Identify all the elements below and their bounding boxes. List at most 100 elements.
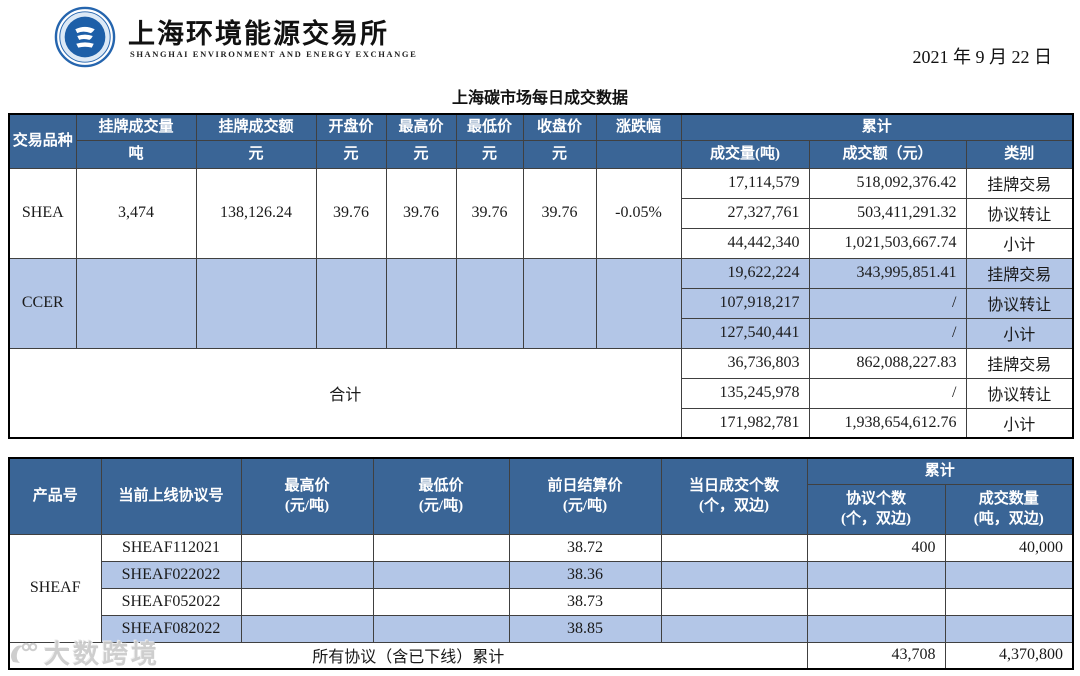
cum-amount-cell: / (808, 317, 967, 349)
empty-cell (385, 257, 457, 349)
t2-header-cumulative: 累计 (806, 457, 1074, 485)
t2-header-prev-label: 前日结算价 (547, 478, 623, 494)
t1-header-high: 最高价 (385, 113, 457, 141)
empty-cell (372, 614, 510, 643)
empty-cell (240, 614, 374, 643)
cum-volume-cell: 171,982,781 (680, 407, 810, 439)
t1-header-unit-yuan: 元 (315, 139, 387, 169)
t2-header-low-unit: (元/吨) (418, 498, 464, 515)
cum-volume-cell: 27,327,761 (680, 197, 810, 229)
empty-cell (660, 587, 808, 616)
cum-count-cell: 400 (806, 533, 946, 562)
org-name-cn: 上海环境能源交易所 (128, 19, 389, 49)
empty-cell (522, 257, 597, 349)
t2-header-cum-count-label: 协议个数 (845, 490, 906, 507)
table-row: SHEAF052022 38.73 (9, 587, 1074, 616)
t2-header-day-count: 当日成交个数 (个，双边) (660, 457, 808, 535)
t1-header-cum-amount: 成交额（元） (808, 139, 967, 169)
report-date: 2021 年 9 月 22 日 (912, 47, 1053, 67)
t2-footer-cum-qty: 4,370,800 (944, 641, 1074, 670)
t2-header-cum-qty-label: 成交数量 (978, 490, 1039, 507)
t1-header-unit-yuan: 元 (522, 139, 597, 169)
table-row: SHEAF022022 38.36 (9, 560, 1074, 589)
t1-header-unit-yuan: 元 (195, 139, 317, 169)
t2-header-agreement: 当前上线协议号 (100, 457, 242, 535)
t1-header-unit-ton: 吨 (75, 139, 197, 169)
t1-header-category: 类别 (965, 139, 1074, 169)
cum-volume-cell: 17,114,579 (680, 167, 810, 199)
t2-footer-cum-count: 43,708 (806, 641, 946, 670)
category-cell: 挂牌交易 (965, 167, 1074, 199)
t1-shea-open: 39.76 (315, 167, 387, 259)
cum-amount-cell: 503,411,291.32 (808, 197, 967, 229)
t2-header-cum-qty: 成交数量 (吨，双边) (944, 483, 1074, 535)
empty-cell (372, 560, 510, 589)
t1-shea-name: SHEA (8, 167, 77, 259)
category-cell: 协议转让 (965, 197, 1074, 229)
t2-header-prev-unit: (元/吨) (562, 498, 608, 515)
t1-header-listed-amount: 挂牌成交额 (195, 113, 317, 141)
t2-header-cum-count-unit: (个，双边) (841, 511, 911, 527)
cum-count-cell (806, 587, 946, 616)
empty-cell (240, 560, 374, 589)
t1-shea-listed-volume: 3,474 (75, 167, 197, 259)
t1-shea-low: 39.76 (455, 167, 524, 259)
cum-qty-cell (944, 560, 1074, 589)
cum-volume-cell: 19,622,224 (680, 257, 810, 289)
t1-header-close: 收盘价 (522, 113, 597, 141)
category-cell: 小计 (965, 317, 1074, 349)
t1-header-open: 开盘价 (315, 113, 387, 141)
t2-header-high: 最高价 (元/吨) (240, 457, 374, 535)
prev-settle-cell: 38.85 (508, 614, 662, 643)
t1-header-change-unit-empty (595, 139, 682, 169)
agreement-code-cell: SHEAF082022 (100, 614, 242, 643)
t2-header-low-label: 最低价 (418, 478, 464, 494)
cum-qty-cell (944, 587, 1074, 616)
prev-settle-cell: 38.73 (508, 587, 662, 616)
t2-product-name: SHEAF (8, 533, 102, 643)
table-row: 171,982,781 1,938,654,612.76 小计 (9, 407, 1074, 439)
table-row: 44,442,340 1,021,503,667.74 小计 (9, 227, 1074, 259)
empty-cell (315, 257, 387, 349)
cum-amount-cell: 1,938,654,612.76 (808, 407, 967, 439)
empty-cell (75, 257, 197, 349)
spot-market-table: 交易品种 挂牌成交量 挂牌成交额 开盘价 最高价 最低价 收盘价 涨跌幅 累计 … (8, 113, 1075, 439)
cum-amount-cell: / (808, 287, 967, 319)
t2-header-low: 最低价 (元/吨) (372, 457, 510, 535)
agreement-code-cell: SHEAF052022 (100, 587, 242, 616)
cum-count-cell (806, 614, 946, 643)
t1-header-product: 交易品种 (8, 113, 77, 169)
t1-shea-change: -0.05% (595, 167, 682, 259)
cum-count-cell (806, 560, 946, 589)
t2-header-cum-count: 协议个数 (个，双边) (806, 483, 946, 535)
prev-settle-cell: 38.72 (508, 533, 662, 562)
t2-header-day-unit: (个，双边) (699, 498, 769, 515)
t1-shea-close: 39.76 (522, 167, 597, 259)
cum-amount-cell: / (808, 377, 967, 409)
category-cell: 挂牌交易 (965, 347, 1074, 379)
empty-cell (240, 587, 374, 616)
category-cell: 协议转让 (965, 287, 1074, 319)
empty-cell (195, 257, 317, 349)
prev-settle-cell: 38.36 (508, 560, 662, 589)
t2-header-product: 产品号 (8, 457, 102, 535)
table-row: 135,245,978 / 协议转让 (9, 377, 1074, 409)
agreement-code-cell: SHEAF022022 (100, 560, 242, 589)
category-cell: 小计 (965, 407, 1074, 439)
table-row: 127,540,441 / 小计 (9, 317, 1074, 349)
t1-ccer-name: CCER (8, 257, 77, 349)
agreement-code-cell: SHEAF112021 (100, 533, 242, 562)
cum-amount-cell: 862,088,227.83 (808, 347, 967, 379)
exchange-logo-icon (54, 6, 116, 68)
table-row: SHEAF SHEAF112021 38.72 400 40,000 (8, 533, 1074, 643)
watermark-text: 大数跨境 (44, 639, 161, 669)
t2-header-prev-settle: 前日结算价 (元/吨) (508, 457, 662, 535)
t2-header-cum-qty-unit: (吨，双边) (973, 511, 1044, 527)
t1-header-cum-volume: 成交量(吨) (680, 139, 810, 169)
t2-header-high-unit: (元/吨) (284, 498, 330, 515)
table-row: CCER 19,622,224 343,995,851.41 挂牌交易 (8, 257, 1074, 349)
empty-cell (240, 533, 374, 562)
category-cell: 挂牌交易 (965, 257, 1074, 289)
empty-cell (455, 257, 524, 349)
